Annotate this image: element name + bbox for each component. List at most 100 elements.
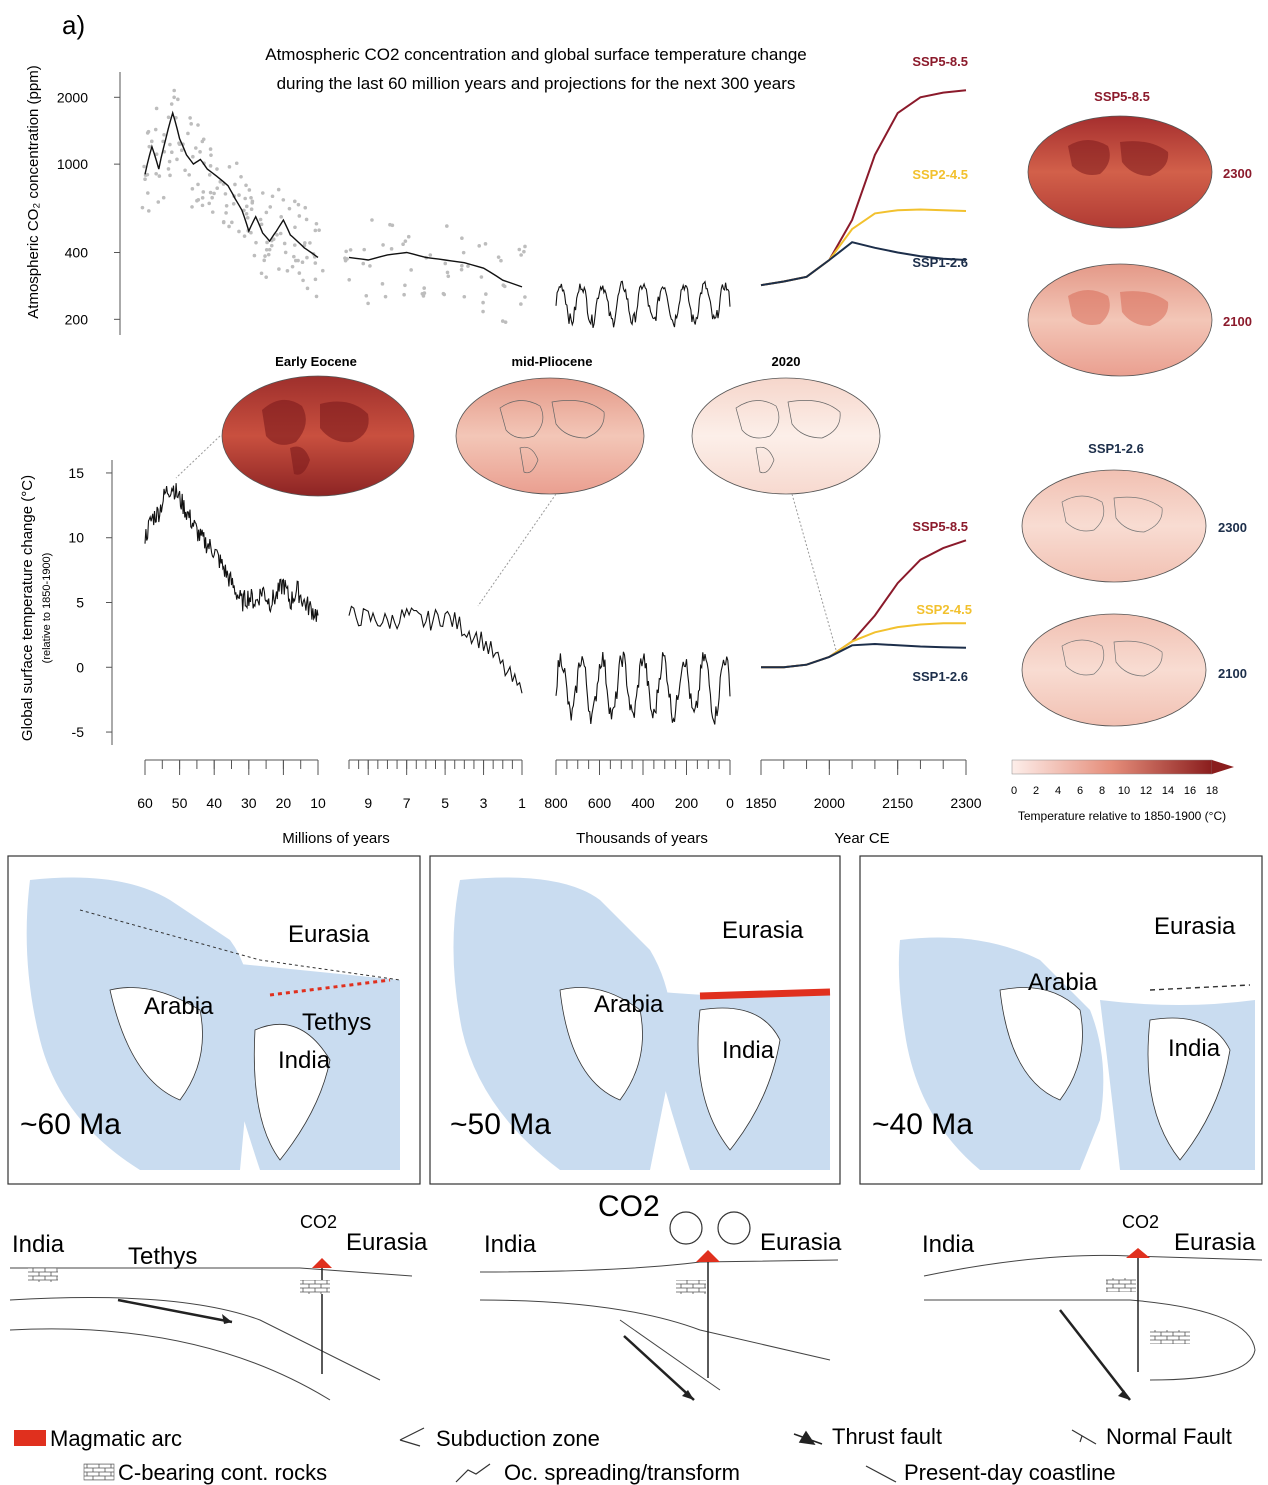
co2-proxy-point xyxy=(145,172,150,177)
co2-proxy-point xyxy=(233,182,237,187)
temp-y-tick-label: 5 xyxy=(76,595,84,611)
temp-paleo-line-0 xyxy=(144,483,319,622)
co2-y-axis: 200 400 1000 2000 xyxy=(57,72,121,335)
co2-glacial-line xyxy=(555,280,731,328)
co2-proxy-point xyxy=(175,157,179,162)
co2-proxy-point xyxy=(143,177,147,182)
co2-proxy-point xyxy=(157,174,162,178)
cbearing-swatch xyxy=(83,1463,115,1481)
co2-proxy-point xyxy=(314,294,319,299)
co2-proxy-point xyxy=(249,195,253,200)
co2-proxy-point xyxy=(244,204,249,209)
co2-proxy-point xyxy=(445,224,449,228)
co2-proxy-point xyxy=(347,277,352,282)
co2-proxy-point xyxy=(305,255,309,260)
map-ssp585-2100: 2100 xyxy=(1027,263,1252,377)
co2-proxy-point xyxy=(166,167,171,171)
x-tick-label: 400 xyxy=(631,795,655,811)
co2-series-ssp2-4.5 xyxy=(760,208,967,287)
co2-proxy-point xyxy=(460,263,464,268)
co2-proxy-point xyxy=(231,201,236,206)
age-label-50: ~50 Ma xyxy=(450,1108,551,1141)
co2-proxy-point xyxy=(170,150,174,155)
co2-paleo-line-0 xyxy=(144,110,319,258)
co2-proxy-point xyxy=(277,267,281,271)
co2-proxy-point xyxy=(422,286,426,290)
region-tethys-60: Tethys xyxy=(302,1009,371,1036)
x-label-myr: Millions of years xyxy=(282,830,390,847)
co2-proxy-point xyxy=(221,220,226,224)
co2-proxy-point xyxy=(362,247,367,252)
age-label-60: ~60 Ma xyxy=(20,1108,121,1141)
co2-proxy-point xyxy=(496,255,501,259)
x-tick-label: 7 xyxy=(403,795,411,811)
map-year-2300-b: 2300 xyxy=(1218,520,1247,535)
co2-y-tick-label: 400 xyxy=(65,244,89,260)
co2-proxy-point xyxy=(200,203,205,208)
co2-proxy-point xyxy=(304,217,309,222)
co2-proxy-point xyxy=(209,153,213,157)
colorbar: 0 2 4 6 8 10 12 14 16 18 Temperature relative to … xyxy=(1011,759,1234,823)
co2-proxy-point xyxy=(401,242,405,246)
co2-proxy-point xyxy=(195,198,199,203)
x-tick-label: 1 xyxy=(518,795,526,811)
co2-proxy-point xyxy=(499,258,503,263)
co2-proxy-point xyxy=(223,192,228,196)
region-arabia-50: Arabia xyxy=(594,991,664,1018)
co2-proxy-point xyxy=(461,250,466,255)
co2-proxy-point xyxy=(290,264,295,269)
co2-proxy-point xyxy=(301,278,305,283)
co2-proxy-point xyxy=(191,154,195,159)
x-tick-label: 1850 xyxy=(745,795,776,811)
co2-proxy-point xyxy=(523,244,527,249)
co2-proxy-point xyxy=(201,137,206,142)
co2-proxy-point xyxy=(285,269,290,273)
x-tick-label: 50 xyxy=(172,795,188,811)
co2-proxy-point xyxy=(479,275,484,279)
spreading-icon xyxy=(455,1463,491,1483)
map-title-2020: 2020 xyxy=(772,354,801,369)
co2-proxy-point xyxy=(140,205,145,210)
section1-co2: CO2 xyxy=(300,1212,337,1232)
section1-tethys: Tethys xyxy=(128,1243,197,1270)
co2-proxy-point xyxy=(283,250,288,255)
x-tick-label: 10 xyxy=(310,795,326,811)
region-eurasia-40: Eurasia xyxy=(1154,913,1236,940)
colorbar-tick-label: 18 xyxy=(1206,785,1218,797)
temp-series-ssp1-2.6 xyxy=(761,642,967,669)
co2-proxy-point xyxy=(210,210,215,214)
co2-proxy-point xyxy=(168,173,172,178)
legend-cbearing: C-bearing cont. rocks xyxy=(118,1460,327,1485)
region-india-40: India xyxy=(1168,1035,1221,1062)
co2-proxy-point xyxy=(462,294,467,299)
normal-fault-icon xyxy=(1071,1429,1097,1445)
co2-proxy-point xyxy=(297,214,302,218)
co2-proxy-point xyxy=(252,253,257,258)
co2-proxy-point xyxy=(275,232,279,237)
co2-proxy-point xyxy=(149,139,154,144)
co2-proxy-point xyxy=(296,258,300,263)
co2-proxy-point xyxy=(264,275,268,279)
co2-proxy-point xyxy=(281,198,286,202)
co2-proxy-point xyxy=(320,268,325,273)
co2-proxy-point xyxy=(292,199,297,204)
temp-paleo-line-1 xyxy=(348,605,523,694)
coastline-icon xyxy=(865,1465,897,1483)
temp-y-label: Global surface temperature change (°C) xyxy=(19,475,36,741)
co2-proxy-point xyxy=(446,274,451,279)
co2-proxy-point xyxy=(237,193,241,197)
proj-title-ssp585: SSP5-8.5 xyxy=(1094,89,1150,104)
co2-proxy-point xyxy=(313,277,318,282)
co2-proxy-point xyxy=(142,164,146,169)
section2-eurasia: Eurasia xyxy=(760,1229,842,1256)
temp-y-sublabel: (relative to 1850-1900) xyxy=(41,553,53,664)
co2-proxy-point xyxy=(146,191,150,195)
co2-proxy-point xyxy=(172,88,177,93)
age-label-40: ~40 Ma xyxy=(872,1108,973,1141)
x-tick-label: 5 xyxy=(441,795,449,811)
co2-proxy-point xyxy=(276,187,281,192)
temp-y-tick-label: 15 xyxy=(68,465,84,481)
co2-y-tick-label: 2000 xyxy=(57,89,88,105)
co2-proxy-point xyxy=(201,190,206,194)
